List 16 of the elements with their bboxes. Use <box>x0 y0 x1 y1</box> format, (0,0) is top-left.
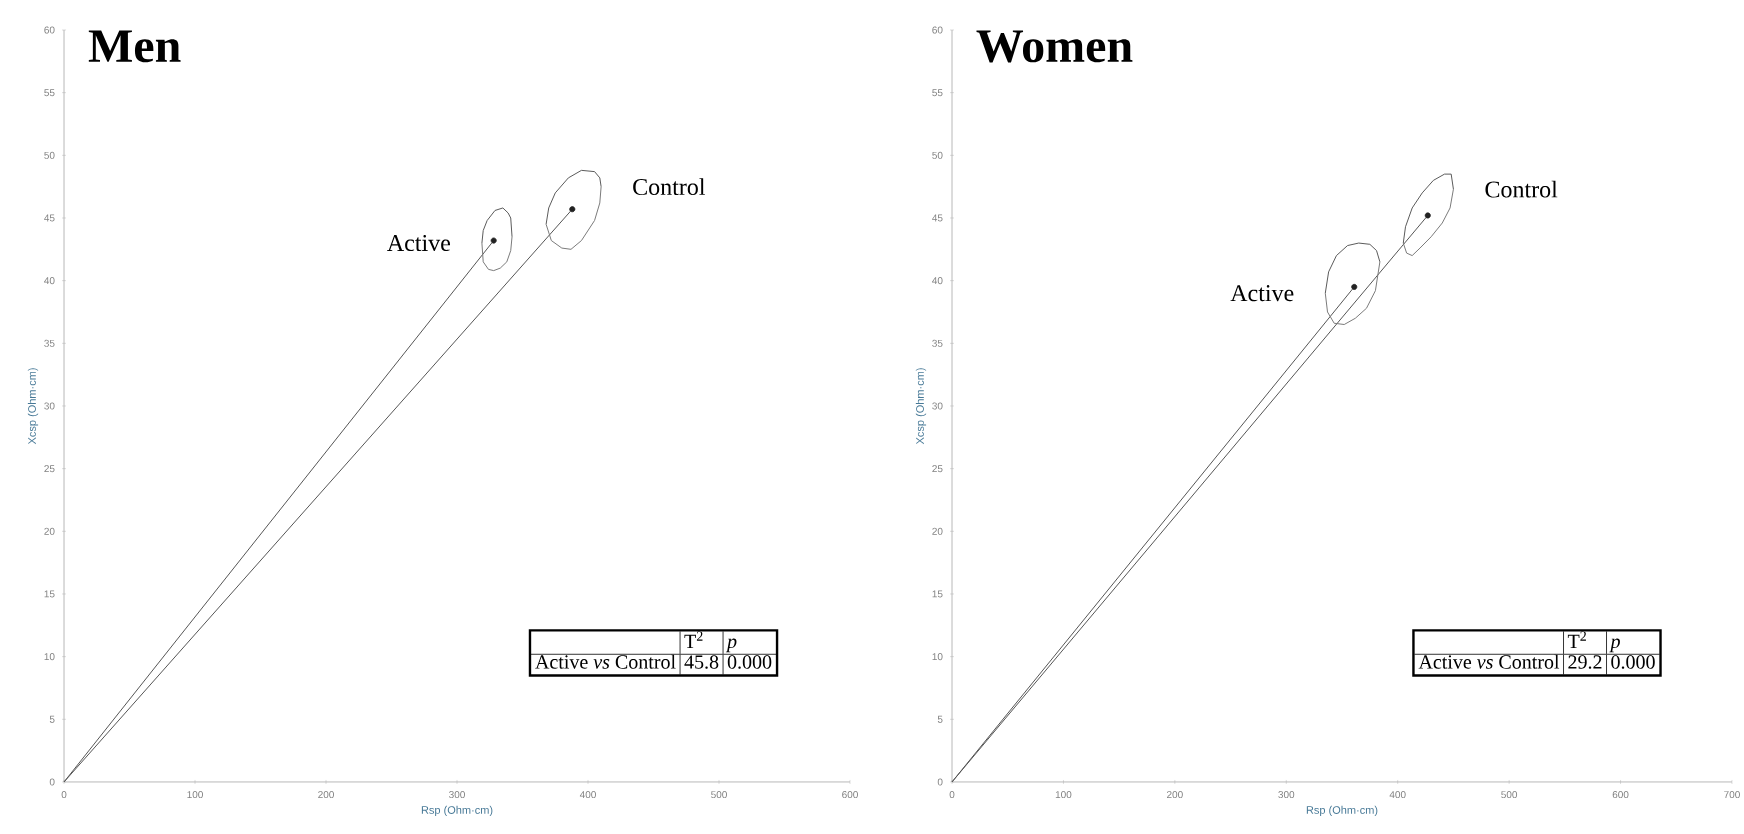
annotation: p <box>1609 638 1620 653</box>
series-label: Active <box>387 234 451 252</box>
annotation: p <box>725 638 737 653</box>
annotation: Active vs Control <box>1418 654 1560 669</box>
annotation: 0.000 <box>1611 655 1655 669</box>
annotation: 0.000 <box>727 655 772 669</box>
annotation: T$^{2}$ <box>1567 631 1586 648</box>
annotation: 45.8 <box>684 655 719 669</box>
annotation: T$^{2}$ <box>684 631 703 648</box>
series-label: Active <box>1230 285 1294 302</box>
series-label: Control <box>633 178 706 196</box>
chart-title: Men <box>88 30 181 63</box>
annotation: Active vs Control <box>535 654 676 669</box>
chart-title: Women <box>976 30 1133 63</box>
annotation: 29.2 <box>1568 655 1602 669</box>
series-label: Control <box>1485 180 1558 198</box>
